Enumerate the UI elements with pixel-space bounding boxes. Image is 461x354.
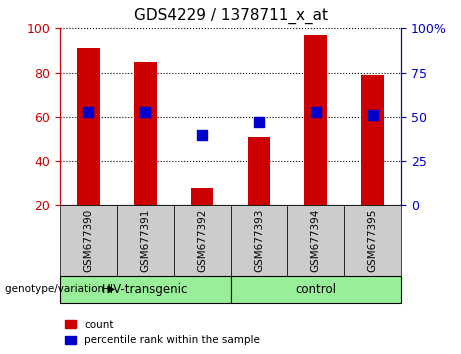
Text: GSM677391: GSM677391 — [140, 209, 150, 273]
Bar — [191, 188, 213, 205]
Legend: count, percentile rank within the sample: count, percentile rank within the sample — [65, 320, 260, 345]
Text: GSM677393: GSM677393 — [254, 209, 264, 273]
Point — [312, 109, 319, 114]
Point — [255, 119, 263, 125]
Point — [198, 132, 206, 137]
Bar — [77, 48, 100, 205]
Bar — [361, 75, 384, 205]
Point — [369, 112, 376, 118]
Bar — [304, 35, 327, 205]
Text: GSM677390: GSM677390 — [83, 209, 94, 272]
Bar — [134, 62, 157, 205]
Point — [142, 109, 149, 114]
Text: GSM677392: GSM677392 — [197, 209, 207, 273]
Text: GSM677395: GSM677395 — [367, 209, 378, 273]
Bar — [248, 137, 270, 205]
Text: control: control — [296, 283, 336, 296]
Text: GSM677394: GSM677394 — [311, 209, 321, 273]
Text: HIV-transgenic: HIV-transgenic — [102, 283, 189, 296]
Text: genotype/variation ▶: genotype/variation ▶ — [5, 284, 115, 295]
Title: GDS4229 / 1378711_x_at: GDS4229 / 1378711_x_at — [134, 8, 327, 24]
Point — [85, 109, 92, 114]
